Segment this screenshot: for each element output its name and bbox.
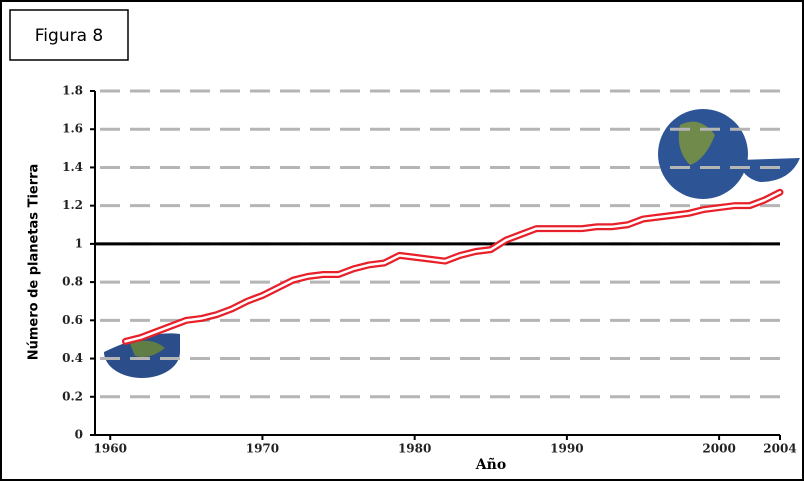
y-tick-label: 1: [75, 236, 83, 250]
y-tick-label: 0.8: [62, 275, 83, 289]
chart-title: Figura 8: [35, 26, 103, 46]
y-tick-label: 1.2: [62, 198, 83, 212]
earth-small: [104, 333, 180, 378]
y-axis-label: Número de planetas Tierra: [27, 164, 42, 361]
y-tick-label: 0: [75, 428, 83, 442]
y-tick-label: 0.6: [62, 313, 83, 327]
x-tick-label: 1960: [94, 442, 127, 456]
x-axis-label: Año: [475, 456, 506, 473]
x-tick-label: 1980: [398, 442, 431, 456]
y-tick-label: 0.2: [62, 389, 83, 403]
earth-large: [658, 109, 800, 199]
y-tick-label: 1.8: [62, 84, 83, 98]
x-tick-label: 1970: [246, 442, 279, 456]
x-tick-label: 2004: [763, 442, 796, 456]
y-tick-label: 0.4: [62, 351, 83, 365]
title-box: [9, 9, 129, 61]
line-core: [124, 191, 782, 343]
x-tick-label: 2000: [702, 442, 735, 456]
x-tick-label: 1990: [550, 442, 583, 456]
y-tick-label: 1.6: [62, 122, 83, 136]
y-tick-label: 1.4: [62, 160, 83, 174]
